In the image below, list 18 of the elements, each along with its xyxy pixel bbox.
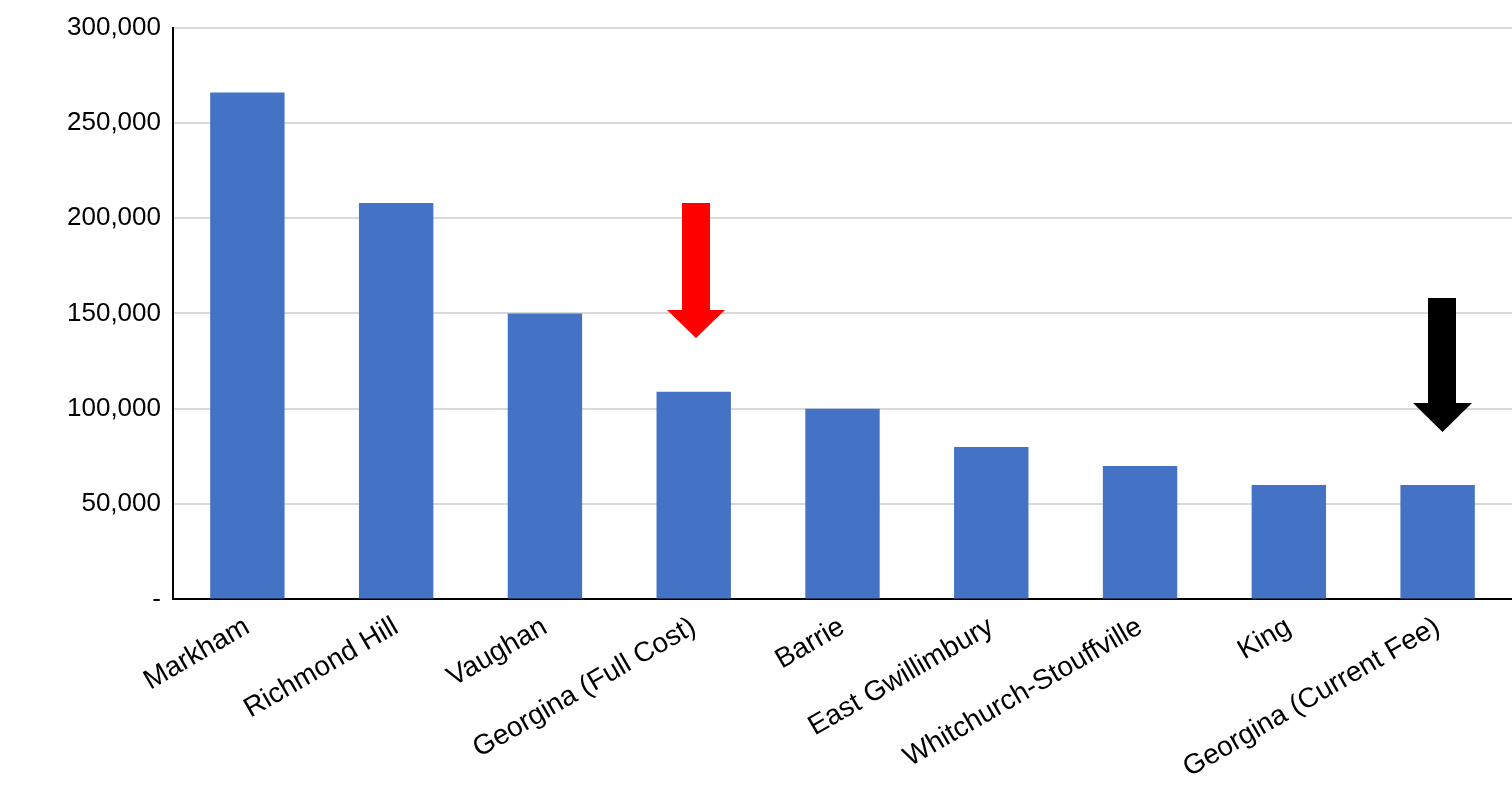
y-tick-label: - bbox=[152, 582, 161, 613]
y-tick-label: 300,000 bbox=[67, 10, 161, 41]
y-tick-label: 250,000 bbox=[67, 106, 161, 137]
bar bbox=[507, 313, 583, 599]
y-tick-label: 150,000 bbox=[67, 296, 161, 327]
x-tick-label: Barrie bbox=[769, 609, 850, 675]
y-tick-label: 200,000 bbox=[67, 201, 161, 232]
bar bbox=[210, 92, 285, 599]
x-tick-label: King bbox=[1231, 609, 1296, 665]
y-tick-label: 100,000 bbox=[67, 391, 161, 422]
y-tick-label: 50,000 bbox=[81, 487, 161, 518]
bar bbox=[656, 391, 731, 599]
bar bbox=[358, 202, 434, 599]
bar bbox=[805, 408, 880, 599]
bar bbox=[1251, 485, 1327, 599]
bar bbox=[1102, 465, 1178, 599]
bar bbox=[1400, 485, 1475, 599]
bar bbox=[954, 446, 1029, 599]
